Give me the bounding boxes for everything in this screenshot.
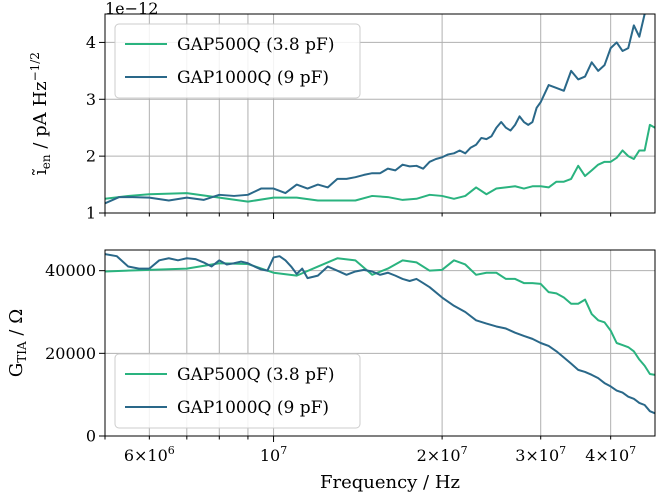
y-axis-label-main: ĩ [30, 169, 51, 176]
y-axis-label-subscript: TIA [15, 341, 29, 363]
series-line-gap500q [105, 123, 655, 203]
legend-box [114, 23, 361, 99]
y-tick-label: 20000 [45, 344, 96, 363]
y-tick-label: 1 [86, 204, 96, 223]
y-axis-label-subscript: en [39, 154, 53, 169]
y-axis-label: ĩen / pA Hz−1/2 [28, 52, 53, 176]
x-tick-label-base: 2×10 [417, 446, 461, 465]
plot-frame [104, 249, 656, 437]
x-tick-label: 3×107 [515, 444, 566, 465]
x-tick-label: 6×106 [124, 444, 175, 465]
y-axis-label-superscript: −1/2 [28, 52, 42, 81]
x-tick-label: 4×107 [585, 444, 636, 465]
y-tick-label: 0 [86, 427, 96, 446]
x-axis-label: Frequency / Hz [320, 472, 460, 493]
x-tick-label-exponent: 7 [629, 444, 636, 457]
legend-label-gap500q: GAP500Q (3.8 pF) [177, 35, 334, 55]
y-tick-label: 40000 [45, 261, 96, 280]
x-tick-label-exponent: 6 [168, 444, 175, 457]
x-tick-label-base: 10 [260, 446, 280, 465]
y-tick-label: 2 [86, 147, 96, 166]
legend-box [114, 353, 361, 429]
legend: GAP500Q (3.8 pF) GAP1000Q (9 pF) [114, 353, 361, 429]
legend-label-gap500q: GAP500Q (3.8 pF) [177, 365, 334, 385]
x-tick-label: 107 [260, 444, 287, 465]
legend-label-gap1000q: GAP1000Q (9 pF) [177, 68, 329, 88]
series-line-gap1000q [105, 14, 647, 205]
plot-frame [104, 13, 656, 214]
x-tick-label-base: 6×10 [124, 446, 168, 465]
y-axis-label-main: G [6, 363, 27, 377]
y-axis-label-unit: / pA Hz [30, 81, 51, 154]
x-tick-label-base: 4×10 [585, 446, 629, 465]
x-tick-label-exponent: 7 [559, 444, 566, 457]
y-tick-label: 3 [86, 90, 96, 109]
legend-label-gap1000q: GAP1000Q (9 pF) [177, 398, 329, 418]
x-tick-label-exponent: 7 [461, 444, 468, 457]
y-tick-label: 4 [86, 33, 96, 52]
series-line-gap1000q [105, 253, 655, 415]
y-multiplier-label: 1e−12 [105, 0, 158, 18]
series-line-gap500q [105, 257, 655, 376]
y-axis-label: GTIA / Ω [6, 309, 29, 377]
x-tick-label-base: 3×10 [515, 446, 559, 465]
legend: GAP500Q (3.8 pF) GAP1000Q (9 pF) [114, 23, 361, 99]
x-tick-label: 2×107 [417, 444, 468, 465]
x-tick-label-exponent: 7 [280, 444, 287, 457]
panel-1: 1 2 3 4 1e−12 ĩen / pA Hz−1/2 GAP500Q (3.8 pF)… [28, 0, 656, 223]
y-axis-label-unit: / Ω [6, 309, 27, 341]
